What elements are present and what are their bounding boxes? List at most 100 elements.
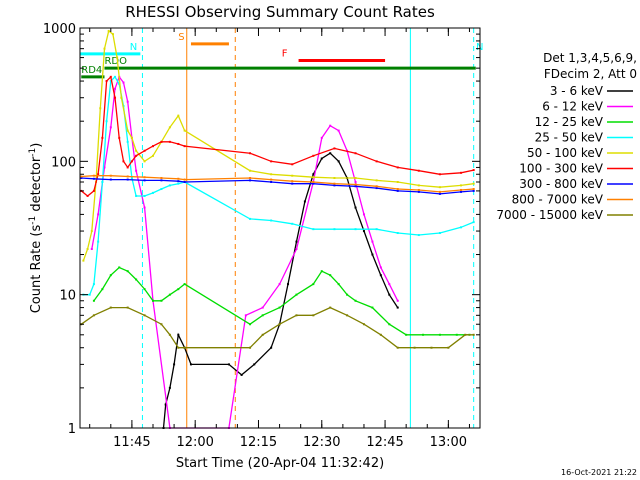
- data-point: [177, 180, 180, 183]
- data-point: [177, 288, 180, 291]
- data-point: [278, 306, 281, 309]
- data-point: [291, 180, 294, 183]
- data-point: [472, 221, 475, 224]
- data-point: [371, 240, 374, 243]
- data-point: [122, 81, 125, 84]
- data-point: [312, 314, 315, 317]
- data-point: [312, 283, 315, 286]
- data-point: [295, 314, 298, 317]
- data-point: [244, 314, 247, 317]
- data-point: [312, 228, 315, 231]
- data-point: [291, 222, 294, 225]
- data-point: [86, 194, 89, 197]
- data-point: [249, 176, 252, 179]
- data-point: [438, 192, 441, 195]
- data-point: [354, 185, 357, 188]
- data-point: [295, 293, 298, 296]
- flag-label-5: F: [282, 49, 288, 60]
- data-point: [249, 346, 252, 349]
- data-point: [346, 314, 349, 317]
- data-point: [261, 333, 264, 336]
- data-point: [90, 248, 93, 251]
- data-point: [464, 333, 467, 336]
- legend-entry-label-6: 300 - 800 keV: [519, 177, 603, 191]
- data-point: [278, 323, 281, 326]
- x-tick-label: 11:45: [113, 435, 150, 450]
- data-point: [107, 29, 110, 32]
- data-point: [126, 175, 129, 178]
- data-point: [333, 228, 336, 231]
- axis-layer: 11:45 12:00 12:15 12:30 12:45 13:00 1 10 100 1000: [43, 22, 480, 450]
- data-point: [143, 314, 146, 317]
- data-point: [126, 140, 129, 143]
- data-point: [80, 176, 83, 179]
- legend-entry-label-8: 7000 - 15000 keV: [496, 208, 603, 222]
- y-axis-label-part: Count Rate (s: [29, 225, 44, 314]
- data-point: [438, 186, 441, 189]
- data-point: [143, 288, 146, 291]
- data-point: [405, 333, 408, 336]
- data-point: [249, 179, 252, 182]
- data-point: [472, 182, 475, 185]
- data-point: [126, 129, 129, 132]
- data-point: [460, 184, 463, 187]
- data-point: [249, 152, 252, 155]
- data-point: [183, 180, 186, 183]
- data-point: [379, 333, 382, 336]
- data-point: [183, 283, 186, 286]
- data-point: [320, 136, 323, 139]
- data-point: [388, 283, 391, 286]
- data-point: [177, 333, 180, 336]
- data-point: [388, 293, 391, 296]
- series-layer: [80, 29, 475, 429]
- data-point: [362, 213, 365, 216]
- data-point: [92, 177, 95, 180]
- y-axis-label-sup: -1: [28, 216, 38, 225]
- data-point: [329, 306, 332, 309]
- series-line-6: [81, 177, 474, 195]
- legend-entry-label-0: 3 - 6 keV: [550, 84, 604, 98]
- data-point: [354, 176, 357, 179]
- x-tick-label: 12:30: [303, 435, 340, 450]
- data-point: [270, 178, 273, 181]
- y-axis-label: Count Rate (s-1 detector-1): [28, 143, 44, 314]
- data-point: [371, 306, 374, 309]
- data-point: [114, 75, 117, 78]
- data-point: [472, 189, 475, 192]
- data-point: [396, 189, 399, 192]
- data-point: [379, 274, 382, 277]
- data-point: [472, 333, 475, 336]
- x-tick-label: 13:00: [430, 435, 467, 450]
- data-point: [333, 147, 336, 150]
- data-point: [303, 200, 306, 203]
- data-point: [270, 173, 273, 176]
- data-point: [287, 283, 290, 286]
- data-point: [168, 140, 171, 143]
- data-point: [337, 129, 340, 132]
- data-point: [455, 333, 458, 336]
- data-point: [417, 184, 420, 187]
- data-point: [253, 363, 256, 366]
- data-point: [375, 185, 378, 188]
- y-axis-label-part2: detector: [29, 156, 44, 216]
- data-point: [354, 183, 357, 186]
- data-point: [118, 266, 121, 269]
- flag-label-0: RDO: [104, 56, 127, 67]
- data-point: [375, 187, 378, 190]
- data-point: [168, 126, 171, 129]
- data-point: [261, 306, 264, 309]
- data-point: [295, 248, 298, 251]
- y-tick-label: 100: [51, 155, 76, 170]
- data-point: [354, 299, 357, 302]
- data-point: [460, 226, 463, 229]
- data-point: [130, 136, 133, 139]
- data-point: [354, 206, 357, 209]
- legend-header-line-2: FDecim 2, Att 0: [544, 67, 637, 81]
- data-point: [396, 346, 399, 349]
- data-point: [135, 169, 138, 172]
- data-point: [371, 253, 374, 256]
- data-point: [92, 314, 95, 317]
- data-point: [312, 176, 315, 179]
- data-point: [109, 126, 112, 129]
